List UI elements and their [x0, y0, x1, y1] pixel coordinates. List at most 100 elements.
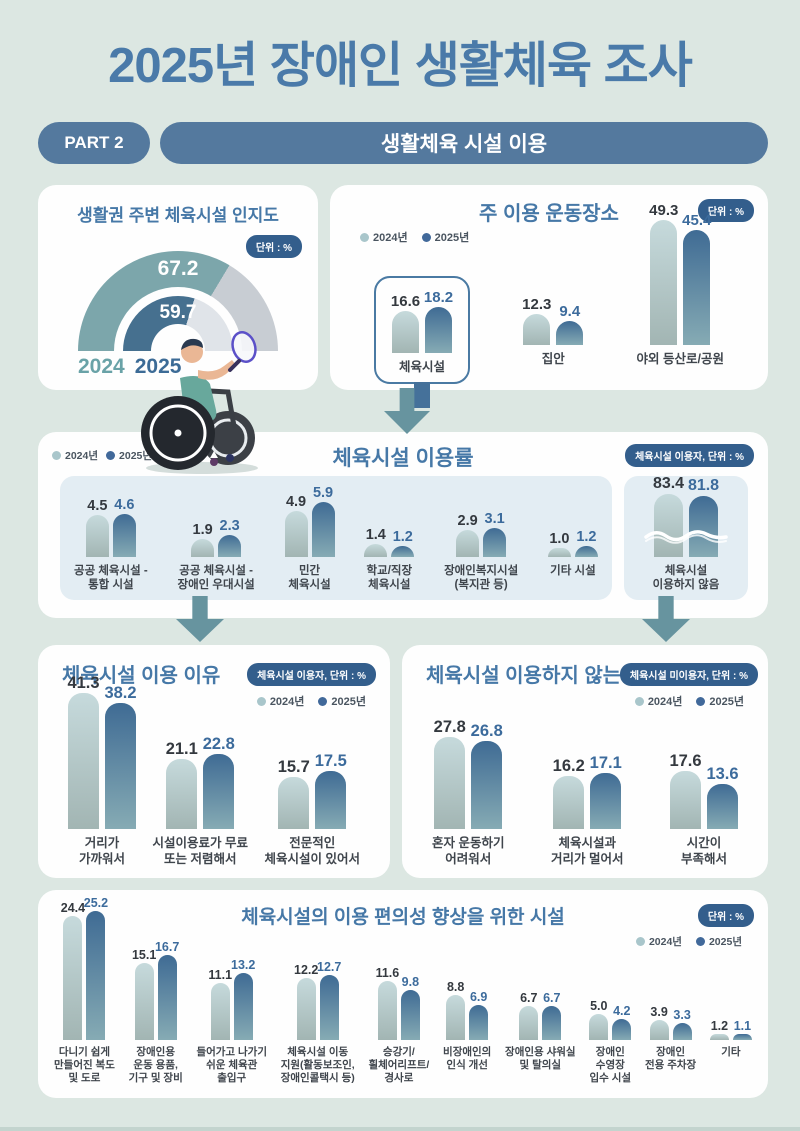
- category-label-line: 기타 시설: [550, 565, 596, 577]
- bar-2025: [556, 321, 584, 345]
- category-label: 체육시설: [399, 360, 445, 376]
- unit-badge: 단위 : %: [697, 904, 754, 927]
- bar-value-2025: 1.2: [392, 528, 413, 545]
- category-label: 체육시설 이용하지 않음: [653, 564, 720, 592]
- category-label-line: 장애인: [656, 1046, 686, 1058]
- category-label-line: 또는 저렴해서: [164, 851, 237, 866]
- category-label-line: 체육시설: [368, 579, 411, 592]
- bar-pair: 2.9 3.1: [456, 510, 507, 557]
- bar-column: 13.6: [706, 764, 739, 829]
- legend-dot-2025: [696, 697, 706, 706]
- bar-column: 11.1: [208, 968, 232, 1040]
- bar-value-2024: 15.1: [131, 947, 157, 962]
- bar-pair: 41.3 38.2: [67, 673, 137, 829]
- bar-value-2025: 5.9: [312, 484, 334, 501]
- bar-value-2024: 1.4: [365, 526, 386, 543]
- bar-column: 38.2: [104, 684, 137, 829]
- bar-pair: 17.6 13.6: [669, 752, 739, 829]
- bar-pair: 1.0 1.2: [547, 529, 598, 557]
- bar-value-2025: 13.2: [231, 957, 256, 972]
- bar-value-2025: 13.6: [706, 764, 739, 783]
- category-label-line: 쉬운 체육관: [206, 1059, 258, 1072]
- bar-2024: [134, 963, 154, 1040]
- category-label-line: 수영장: [595, 1059, 625, 1072]
- bar-column: 6.7: [542, 991, 562, 1040]
- category-label-line: 출입구: [217, 1072, 247, 1085]
- bar-column: 5.0: [589, 999, 609, 1040]
- category-label: 기타: [721, 1046, 740, 1088]
- gauge-year-2025: 2025: [134, 355, 182, 378]
- bar-2025: [400, 990, 420, 1040]
- bar-column: 4.9: [284, 494, 308, 557]
- bar-column: 16.7: [155, 940, 179, 1040]
- bar-value-2025: 3.1: [484, 510, 505, 527]
- part-badge: PART 2: [38, 122, 150, 164]
- category-label: 공공 체육시설 - 장애인 우대시설: [177, 564, 254, 592]
- category-label: 승강기/휠체어리프트/경사로: [368, 1046, 429, 1088]
- category-label-line: 공공 체육시설 -: [74, 565, 148, 577]
- bar-column: 12.2: [294, 963, 318, 1040]
- category-label-line: 체육시설: [398, 360, 445, 374]
- category-label-line: 만들어진 복도: [54, 1059, 115, 1072]
- bar-group: 83.4 81.8 체육시설 이용하지 않음: [653, 476, 720, 592]
- bar-2025: [233, 973, 253, 1040]
- bar-column: 4.5: [85, 498, 109, 557]
- bar-2025: [157, 955, 177, 1040]
- category-label-line: 비장애인의: [443, 1046, 492, 1058]
- bar-value-2024: 83.4: [652, 475, 685, 492]
- category-label-line: 체육시설: [288, 579, 331, 592]
- bar-value-2025: 4.6: [114, 496, 135, 513]
- not-using-panel: 83.4 81.8 체육시설 이용하지 않음: [624, 476, 748, 600]
- gauge-year-2024: 2024: [78, 355, 125, 378]
- category-label-line: 체육시설 이동: [287, 1046, 349, 1058]
- bar-pair: 21.1 22.8: [166, 735, 235, 829]
- bar-value-2024: 41.3: [67, 673, 100, 692]
- category-label-line: 승강기/: [382, 1046, 415, 1058]
- category-label-line: 입수 시설: [589, 1072, 632, 1085]
- category-label-line: 시설이용료가 무료: [152, 836, 248, 850]
- not-using-chart: 83.4 81.8 체육시설 이용하지 않음: [630, 476, 742, 592]
- category-label: 비장애인의 인식 개선: [443, 1046, 491, 1088]
- legend: 2024년 2025년: [256, 693, 366, 709]
- bar-2024: [547, 548, 571, 557]
- bar-2024: [654, 494, 683, 557]
- category-label: 장애인복지시설 (복지관 등): [444, 564, 518, 592]
- legend-2024: 2024년: [256, 693, 304, 709]
- category-label: 집안: [542, 352, 565, 368]
- bar-value-2025: 18.2: [423, 289, 454, 306]
- bar-value-2024: 3.9: [650, 1004, 668, 1019]
- category-label-line: 민간: [298, 565, 321, 577]
- bar-group: 11.6 9.8 승강기/휠체어리프트/경사로: [368, 966, 429, 1089]
- bar-2024: [85, 515, 109, 557]
- usage-rate-panel: 4.5 4.6 공공 체육시설 - 통합 시설 1.9 2.3 공공 체육시설 - 장애인 우…: [60, 476, 612, 600]
- unit-badge: 체육시설 이용자, 단위 : %: [625, 444, 754, 467]
- category-label-line: 인식 개선: [446, 1059, 488, 1072]
- bar-pair: 8.8 6.9: [446, 980, 489, 1040]
- use-reasons-title: 체육시설 이용 이유: [62, 665, 221, 687]
- bar-pair: 24.4 25.2: [61, 896, 108, 1040]
- bar-group: 3.9 3.3 장애인 전용 주차장: [645, 1004, 696, 1089]
- bar-column: 1.1: [732, 1019, 752, 1040]
- legend-dot-2025: [318, 697, 328, 706]
- not-use-reasons-chart: 27.8 26.8 혼자 운동하기 어려워서 16.2 17.1 체육시설과 거리가 멀어서 1…: [420, 718, 750, 867]
- bar-pair: 11.6 9.8: [376, 966, 420, 1040]
- legend-2024: 2024년: [360, 229, 408, 245]
- bar-2025: [203, 754, 235, 829]
- category-label-line: 장애인용: [136, 1046, 175, 1058]
- legend-2024: 2024년: [635, 934, 682, 949]
- gauge-value-2024: 67.2: [157, 257, 199, 280]
- bar-2025: [590, 773, 622, 829]
- use-reasons-card: 체육시설 이용 이유 체육시설 이용자, 단위 : % 2024년 2025년 …: [38, 645, 390, 878]
- category-label-line: 및 탈의실: [519, 1059, 562, 1072]
- category-label-line: 혼자 운동하기: [432, 836, 505, 850]
- legend-2025: 2025년: [318, 693, 366, 709]
- bar-column: 18.2: [423, 289, 454, 353]
- bar-2025: [112, 514, 136, 557]
- category-label-line: 공공 체육시설 -: [179, 565, 253, 577]
- bar-column: 4.6: [112, 496, 136, 557]
- bar-pair: 11.1 13.2: [208, 957, 256, 1040]
- bar-value-2024: 1.2: [710, 1018, 729, 1033]
- bar-group: 17.6 13.6 시간이 부족해서: [669, 752, 739, 867]
- bar-column: 12.7: [317, 960, 341, 1040]
